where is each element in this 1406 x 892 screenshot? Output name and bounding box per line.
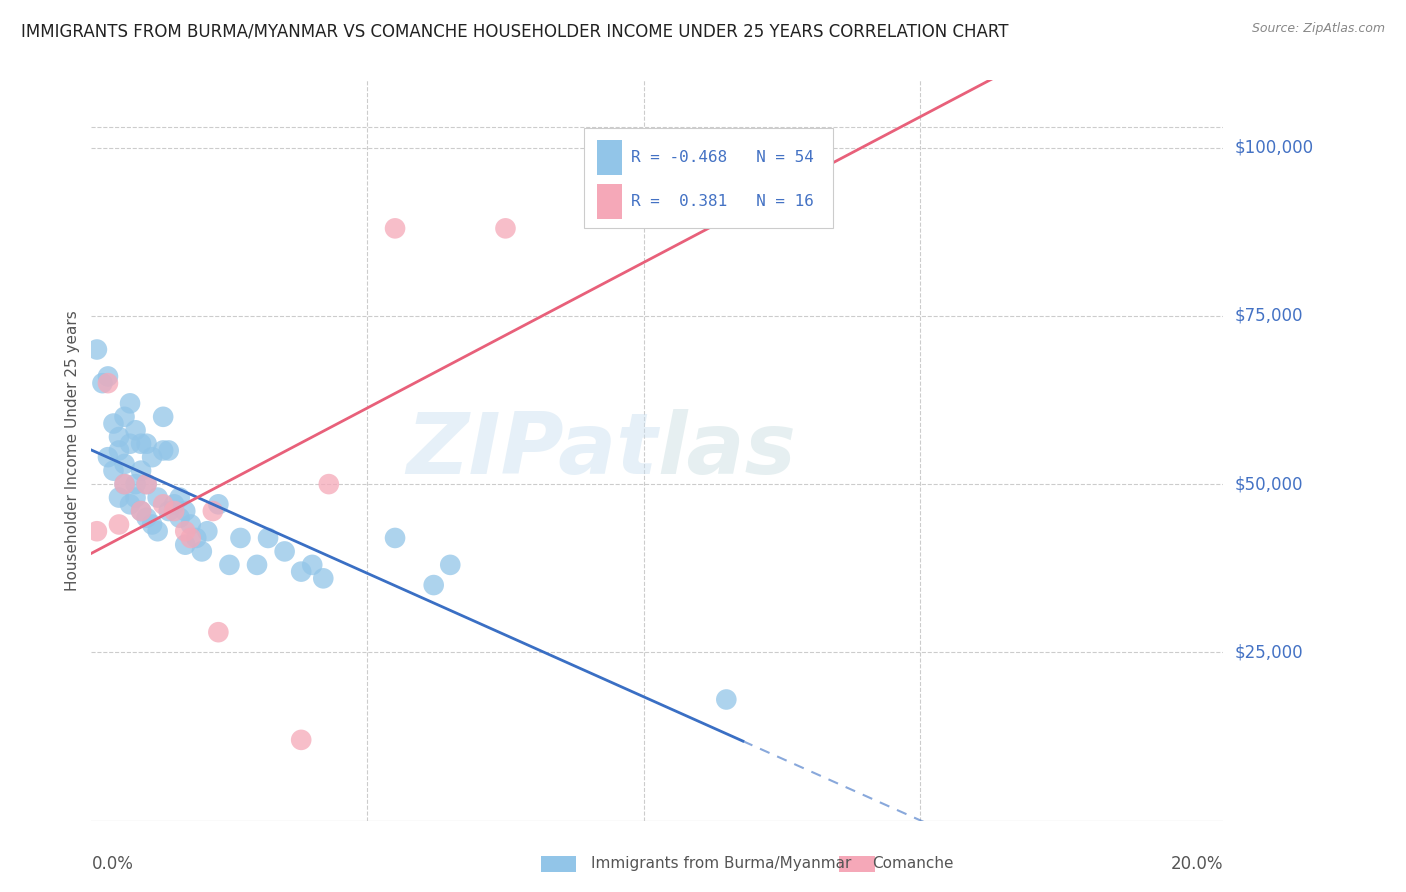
Point: [312, 571, 335, 585]
Point: [180, 531, 202, 545]
Point: [97, 369, 120, 384]
Text: R =  0.381   N = 16: R = 0.381 N = 16: [631, 194, 814, 210]
Text: ZIPat: ZIPat: [406, 409, 657, 492]
Point: [114, 457, 136, 471]
Bar: [598, 139, 623, 175]
Point: [108, 430, 131, 444]
Point: [152, 497, 174, 511]
Point: [114, 409, 136, 424]
Point: [290, 732, 312, 747]
Point: [124, 423, 146, 437]
Point: [146, 491, 169, 505]
Point: [201, 504, 224, 518]
Point: [301, 558, 323, 572]
Bar: [598, 184, 623, 219]
Point: [257, 531, 280, 545]
Point: [129, 504, 152, 518]
Point: [169, 510, 191, 524]
Point: [191, 544, 214, 558]
Point: [135, 436, 157, 450]
Point: [422, 578, 444, 592]
Point: [118, 436, 141, 450]
Point: [246, 558, 269, 572]
Text: Comanche: Comanche: [872, 856, 953, 871]
Point: [273, 544, 295, 558]
Point: [97, 376, 120, 391]
Point: [163, 497, 186, 511]
FancyBboxPatch shape: [583, 128, 832, 228]
Bar: [839, 856, 875, 872]
Point: [169, 491, 191, 505]
Point: [318, 477, 340, 491]
Point: [108, 491, 131, 505]
Text: Source: ZipAtlas.com: Source: ZipAtlas.com: [1251, 22, 1385, 36]
Text: $100,000: $100,000: [1234, 138, 1313, 157]
Point: [124, 491, 146, 505]
Point: [135, 477, 157, 491]
Point: [118, 396, 141, 410]
Point: [124, 477, 146, 491]
Point: [157, 443, 180, 458]
Point: [114, 477, 136, 491]
Point: [114, 477, 136, 491]
Point: [439, 558, 461, 572]
Point: [118, 497, 141, 511]
Bar: [541, 856, 576, 872]
Point: [174, 504, 197, 518]
Text: R = -0.468   N = 54: R = -0.468 N = 54: [631, 150, 814, 165]
Point: [495, 221, 517, 235]
Point: [180, 517, 202, 532]
Point: [207, 625, 229, 640]
Point: [129, 464, 152, 478]
Text: $50,000: $50,000: [1234, 475, 1303, 493]
Text: IMMIGRANTS FROM BURMA/MYANMAR VS COMANCHE HOUSEHOLDER INCOME UNDER 25 YEARS CORR: IMMIGRANTS FROM BURMA/MYANMAR VS COMANCH…: [21, 22, 1008, 40]
Point: [384, 221, 406, 235]
Text: las: las: [657, 409, 796, 492]
Point: [186, 531, 208, 545]
Point: [229, 531, 252, 545]
Point: [108, 517, 131, 532]
Point: [129, 504, 152, 518]
Point: [91, 376, 114, 391]
Text: $75,000: $75,000: [1234, 307, 1303, 325]
Point: [163, 504, 186, 518]
Point: [86, 524, 108, 539]
Text: 0.0%: 0.0%: [91, 855, 134, 873]
Point: [218, 558, 240, 572]
Point: [152, 409, 174, 424]
Point: [103, 417, 125, 431]
Point: [207, 497, 229, 511]
Point: [174, 538, 197, 552]
Text: 20.0%: 20.0%: [1171, 855, 1223, 873]
Point: [86, 343, 108, 357]
Y-axis label: Householder Income Under 25 years: Householder Income Under 25 years: [65, 310, 80, 591]
Point: [152, 443, 174, 458]
Point: [135, 477, 157, 491]
Point: [141, 450, 163, 465]
Point: [157, 504, 180, 518]
Point: [103, 464, 125, 478]
Text: Immigrants from Burma/Myanmar: Immigrants from Burma/Myanmar: [591, 856, 851, 871]
Point: [97, 450, 120, 465]
Point: [384, 531, 406, 545]
Point: [146, 524, 169, 539]
Point: [135, 510, 157, 524]
Point: [290, 565, 312, 579]
Point: [174, 524, 197, 539]
Point: [716, 692, 738, 706]
Point: [129, 436, 152, 450]
Point: [141, 517, 163, 532]
Text: $25,000: $25,000: [1234, 643, 1303, 661]
Point: [195, 524, 218, 539]
Point: [108, 443, 131, 458]
